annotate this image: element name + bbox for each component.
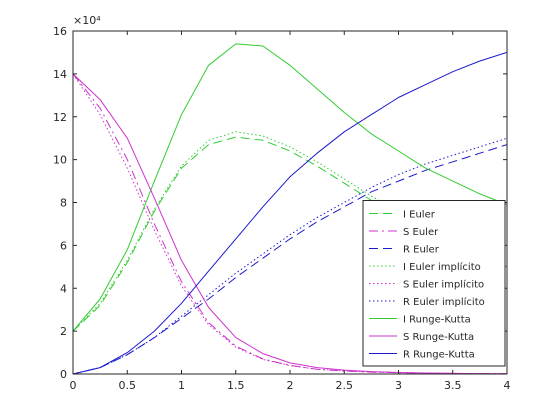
x-tick-label: 1.5 bbox=[227, 379, 245, 392]
y-tick-label: 12 bbox=[53, 111, 67, 124]
legend-label-7: I Runge-Kutta bbox=[403, 315, 471, 326]
y-tick-label: 2 bbox=[60, 325, 67, 338]
series-line-3 bbox=[73, 144, 507, 374]
y-tick-label: 16 bbox=[53, 25, 67, 38]
y-tick-label: 4 bbox=[60, 282, 67, 295]
x-tick-label: 2.5 bbox=[336, 379, 354, 392]
legend-label-9: R Runge-Kutta bbox=[403, 350, 475, 361]
series-line-6 bbox=[73, 137, 507, 374]
legend-label-2: S Euler bbox=[403, 227, 439, 238]
x-tick-label: 3.5 bbox=[444, 379, 462, 392]
legend-label-1: I Euler bbox=[403, 210, 436, 221]
series-line-7 bbox=[73, 43, 507, 332]
legend-label-6: R Euler implícito bbox=[403, 296, 485, 308]
ticks-layer: 0 0.5 1 1.5 2 2.5 3 3.5 4 0 2 4 6 8 10 12 14 16 bbox=[53, 25, 511, 392]
y-tick-label: 6 bbox=[60, 239, 67, 252]
series-line-9 bbox=[73, 51, 507, 374]
y-tick-label: 8 bbox=[60, 197, 67, 210]
y-tick-label: 0 bbox=[60, 368, 67, 381]
x-tick-label: 3 bbox=[395, 379, 402, 392]
legend-label-8: S Runge-Kutta bbox=[403, 332, 474, 343]
x-tick-label: 0 bbox=[70, 379, 77, 392]
legend-label-4: I Euler implícito bbox=[403, 261, 481, 273]
x-tick-label: 2 bbox=[287, 379, 294, 392]
y-tick-label: 10 bbox=[53, 154, 67, 167]
legend-label-5: S Euler implícito bbox=[403, 279, 484, 291]
legend-label-3: R Euler bbox=[403, 245, 440, 256]
legend: I Euler S Euler R Euler I Euler implícito S … bbox=[362, 200, 506, 367]
legend-box bbox=[362, 200, 506, 367]
y-exponent-label: ×10⁴ bbox=[73, 14, 101, 27]
x-tick-label: 1 bbox=[178, 379, 185, 392]
x-tick-label: 4 bbox=[504, 379, 511, 392]
x-tick-label: 0.5 bbox=[119, 379, 137, 392]
y-tick-label: 14 bbox=[53, 68, 67, 81]
series-line-8 bbox=[73, 73, 507, 374]
